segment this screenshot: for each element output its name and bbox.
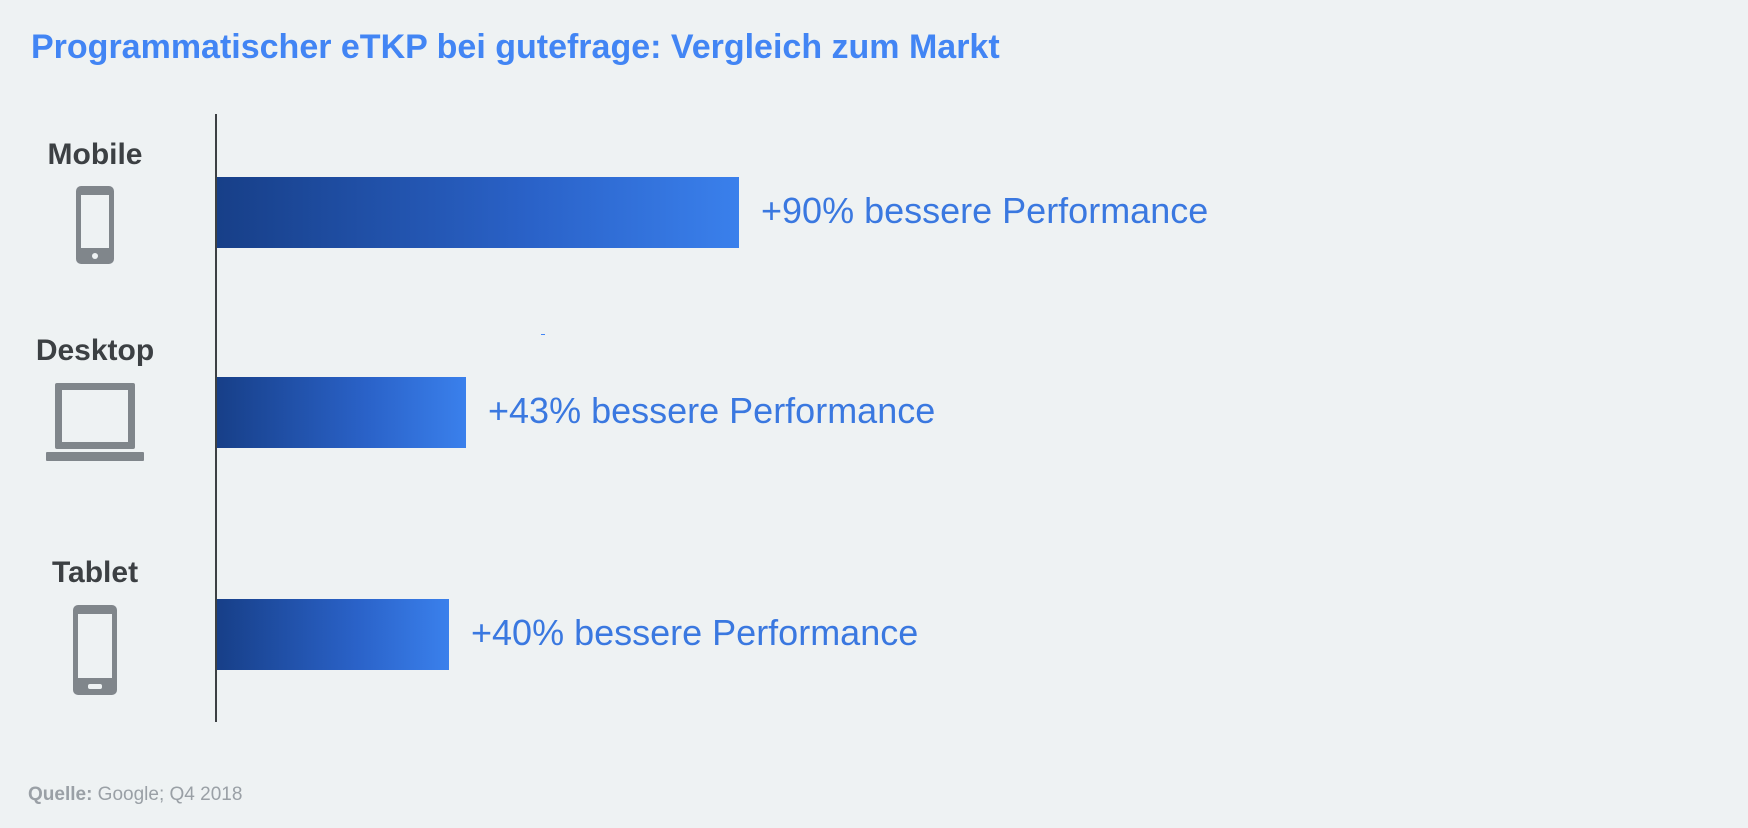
- decorative-dash: [541, 334, 545, 335]
- category-label-desktop: Desktop: [35, 334, 155, 367]
- data-label-desktop: +43% bessere Performance: [488, 390, 936, 431]
- source-note: Quelle: Google; Q4 2018: [28, 784, 242, 806]
- source-label: Quelle:: [28, 784, 93, 805]
- category-tablet: Tablet: [0, 556, 190, 696]
- tablet-icon: [73, 605, 117, 695]
- category-mobile: Mobile: [0, 138, 190, 265]
- smartphone-icon: [76, 186, 114, 264]
- category-label-mobile: Mobile: [47, 138, 143, 171]
- chart-title: Programmatischer eTKP bei gutefrage: Ver…: [31, 28, 1000, 66]
- data-label-tablet: +40% bessere Performance: [471, 612, 919, 653]
- bar-tablet: [217, 599, 449, 670]
- bar-desktop: [217, 377, 466, 448]
- category-label-tablet: Tablet: [51, 556, 139, 589]
- laptop-icon: [46, 383, 144, 461]
- category-axis-line: [215, 114, 217, 722]
- source-text: Google; Q4 2018: [92, 784, 243, 805]
- data-label-mobile: +90% bessere Performance: [761, 190, 1209, 231]
- bar-mobile: [217, 177, 739, 248]
- category-desktop: Desktop: [0, 334, 190, 462]
